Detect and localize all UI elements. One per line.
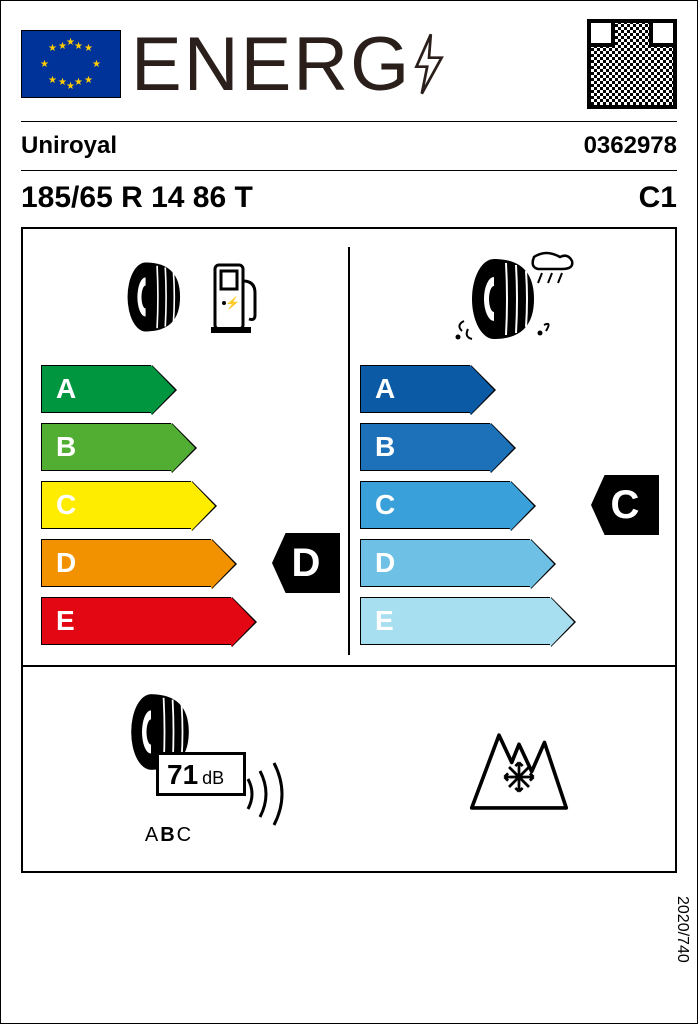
- tire-spec-row: 185/65 R 14 86 T C1: [21, 177, 677, 219]
- grade-arrow: D: [360, 539, 530, 587]
- grade-row: E: [41, 597, 338, 645]
- grade-label: E: [56, 605, 75, 637]
- grade-row: B: [41, 423, 338, 471]
- grade-arrow: C: [360, 481, 510, 529]
- grade-label: B: [56, 431, 76, 463]
- noise-value-box: 71 dB: [156, 752, 246, 796]
- supplier-row: Uniroyal 0362978: [21, 128, 677, 164]
- noise-section: 71 dB ABC: [124, 687, 278, 847]
- energy-text: ENERG: [131, 21, 411, 108]
- wet-icon-area: [444, 247, 574, 347]
- divider: [21, 121, 677, 122]
- grade-arrow: E: [41, 597, 231, 645]
- sound-waves-icon: [242, 759, 302, 829]
- grade-label: C: [375, 489, 395, 521]
- grade-arrow: A: [360, 365, 470, 413]
- grade-arrow: B: [41, 423, 171, 471]
- bottom-panel: 71 dB ABC: [21, 667, 677, 873]
- noise-class-scale: ABC: [124, 824, 214, 847]
- wet-grades: ABCDEC: [350, 365, 667, 655]
- fuel-icon-area: ⚡: [121, 247, 259, 347]
- grade-label: D: [375, 547, 395, 579]
- fuel-pump-icon: ⚡: [211, 257, 259, 337]
- divider: [21, 170, 677, 171]
- noise-unit: dB: [202, 768, 224, 789]
- grade-row: C: [41, 481, 338, 529]
- noise-a: A: [145, 824, 160, 846]
- tire-class: C1: [639, 181, 677, 215]
- grade-row: A: [360, 365, 657, 413]
- grade-label: E: [375, 605, 394, 637]
- fuel-grades: ABCDED: [31, 365, 348, 655]
- grade-row: A: [41, 365, 338, 413]
- noise-c: C: [177, 824, 193, 846]
- wet-grip-column: ABCDEC: [348, 247, 667, 655]
- grade-row: B: [360, 423, 657, 471]
- grade-arrow: A: [41, 365, 151, 413]
- snow-mountain-icon: [464, 717, 574, 817]
- lightning-icon: [411, 32, 447, 96]
- svg-text:⚡: ⚡: [225, 296, 240, 310]
- grade-arrow: E: [360, 597, 550, 645]
- tire-rain-icon: [444, 247, 574, 347]
- grade-row: E: [360, 597, 657, 645]
- article-number: 0362978: [584, 132, 677, 160]
- qr-code-icon: [587, 19, 677, 109]
- header: ★ ★ ★ ★ ★ ★ ★ ★ ★ ★ ★ ★ ENERG: [21, 19, 677, 109]
- ratings-panel: ⚡ ABCDED: [21, 227, 677, 667]
- grade-label: D: [56, 547, 76, 579]
- grade-label: B: [375, 431, 395, 463]
- grade-row: D: [360, 539, 657, 587]
- fuel-efficiency-column: ⚡ ABCDED: [31, 247, 348, 655]
- energy-title: ENERG: [131, 21, 577, 108]
- grade-arrow: D: [41, 539, 211, 587]
- noise-class: B: [160, 824, 176, 846]
- tire-size: 185/65 R 14 86 T: [21, 181, 253, 215]
- grade-arrow: C: [41, 481, 191, 529]
- grade-label: A: [375, 373, 395, 405]
- brand-label: Uniroyal: [21, 132, 117, 160]
- grade-label: A: [56, 373, 76, 405]
- tire-icon: [121, 256, 203, 338]
- grade-arrow: B: [360, 423, 490, 471]
- fuel-rating-badge: D: [272, 533, 340, 593]
- wet-rating-badge: C: [591, 475, 659, 535]
- grade-label: C: [56, 489, 76, 521]
- eu-flag-icon: ★ ★ ★ ★ ★ ★ ★ ★ ★ ★ ★ ★: [21, 30, 121, 98]
- regulation-number: 2020/740: [673, 896, 691, 963]
- noise-value: 71: [167, 759, 198, 791]
